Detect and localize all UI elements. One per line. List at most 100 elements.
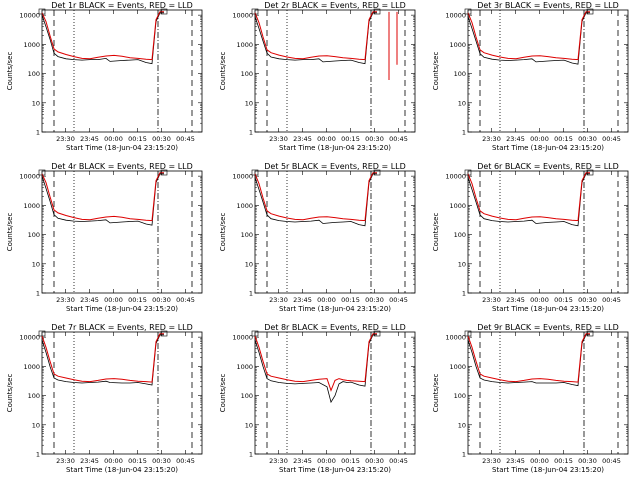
y-tick-label: 10000 [445,173,466,181]
panel-det-1: Det 1r BLACK = Events, RED = LLD 1 10 100 10… [6,1,203,152]
y-tick-label: 100 [454,70,466,78]
y-tick-label: 10 [32,260,40,268]
y-tick-label: 10 [458,99,466,107]
y-tick-label: 10000 [19,334,40,342]
panel-title: Det 7r BLACK = Events, RED = LLD [51,323,193,332]
series-line-lld [467,11,590,61]
series-line-lld [254,11,377,61]
x-tick-label: 23:30 [482,135,501,143]
y-tick-label: 1 [249,290,253,298]
y-tick-label: 1 [36,451,40,459]
x-tick-label: 00:15 [128,135,147,143]
plot-frame [254,9,416,133]
panel-det-6: Det 6r BLACK = Events, RED = LLD 1 10 100 10… [432,162,629,313]
series-line-lld [467,333,590,383]
x-tick-label: 23:30 [482,296,501,304]
x-tick-label: 23:45 [80,296,99,304]
series-line-lld [467,172,590,222]
range-marker-box [464,330,472,337]
range-marker-box [160,8,168,15]
plot-frame [41,9,203,133]
panel-title: Det 5r BLACK = Events, RED = LLD [264,162,406,171]
x-tick-label: 00:45 [389,457,408,465]
y-tick-label: 10000 [19,173,40,181]
x-tick-label: 00:30 [578,296,597,304]
y-tick-label: 100 [28,70,40,78]
x-tick-label: 00:45 [176,296,195,304]
x-tick-label: 23:45 [293,296,312,304]
panel-det-3: Det 3r BLACK = Events, RED = LLD 1 10 100 10… [432,1,629,152]
x-tick-label: 23:30 [269,135,288,143]
x-tick-label: 00:15 [341,457,360,465]
series-line-events [254,334,377,404]
x-tick-label: 23:45 [293,457,312,465]
x-tick-label: 00:45 [176,457,195,465]
y-axis-label: Counts/sec [432,52,440,91]
y-tick-label: 1 [36,290,40,298]
range-marker-box [251,169,259,176]
x-tick-label: 00:45 [602,457,621,465]
series-line-events [467,173,590,227]
y-tick-label: 10000 [232,173,253,181]
x-tick-label: 00:30 [365,296,384,304]
plot-frame [41,331,203,455]
plot-frame [467,331,629,455]
series-line-events [254,173,377,227]
x-tick-label: 23:45 [506,296,525,304]
range-marker-box [373,169,381,176]
y-tick-label: 10 [458,260,466,268]
series-line-events [41,173,164,226]
panel-det-9: Det 9r BLACK = Events, RED = LLD 1 10 100 10… [432,323,629,474]
x-tick-label: 23:45 [506,457,525,465]
y-axis-label: Counts/sec [432,213,440,252]
x-tick-label: 00:45 [389,135,408,143]
y-tick-label: 10 [32,421,40,429]
x-axis-label: Start Time (18-Jun-04 23:15:20) [66,305,178,313]
x-tick-label: 23:30 [269,457,288,465]
x-tick-label: 00:00 [530,296,549,304]
x-axis-label: Start Time (18-Jun-04 23:15:20) [492,144,604,152]
x-tick-label: 00:30 [578,457,597,465]
y-tick-label: 10000 [445,12,466,20]
x-tick-label: 00:00 [104,296,123,304]
y-tick-label: 1000 [449,41,466,49]
y-axis-label: Counts/sec [219,374,227,413]
x-axis-label: Start Time (18-Jun-04 23:15:20) [279,144,391,152]
series-line-lld [254,172,377,222]
range-marker-box [160,330,168,337]
series-line-lld [41,333,164,383]
y-tick-label: 1 [462,290,466,298]
range-marker-box [464,8,472,15]
range-marker-box [586,169,594,176]
x-tick-label: 23:30 [269,296,288,304]
y-tick-label: 10000 [232,12,253,20]
series-line-events [254,12,377,65]
y-axis-label: Counts/sec [6,213,14,252]
x-axis-label: Start Time (18-Jun-04 23:15:20) [492,305,604,313]
range-marker-box [251,330,259,337]
series-line-events [41,334,164,386]
x-axis-label: Start Time (18-Jun-04 23:15:20) [66,144,178,152]
range-marker-box [38,8,46,15]
y-tick-label: 100 [454,231,466,239]
y-tick-label: 1 [36,129,40,137]
y-tick-label: 1000 [236,363,253,371]
y-tick-label: 10 [245,99,253,107]
y-tick-label: 10 [245,260,253,268]
x-tick-label: 23:30 [56,135,75,143]
y-tick-label: 10000 [232,334,253,342]
y-tick-label: 100 [28,392,40,400]
y-tick-label: 1000 [23,41,40,49]
y-tick-label: 10000 [445,334,466,342]
y-tick-label: 100 [241,70,253,78]
y-tick-label: 10 [245,421,253,429]
series-line-lld [41,11,164,61]
x-tick-label: 00:15 [341,296,360,304]
y-tick-label: 1 [249,129,253,137]
x-tick-label: 23:45 [293,135,312,143]
panel-title: Det 2r BLACK = Events, RED = LLD [264,1,406,10]
x-tick-label: 00:30 [365,135,384,143]
series-line-events [467,334,590,387]
panel-det-7: Det 7r BLACK = Events, RED = LLD 1 10 100 10… [6,323,203,474]
y-tick-label: 1000 [23,202,40,210]
